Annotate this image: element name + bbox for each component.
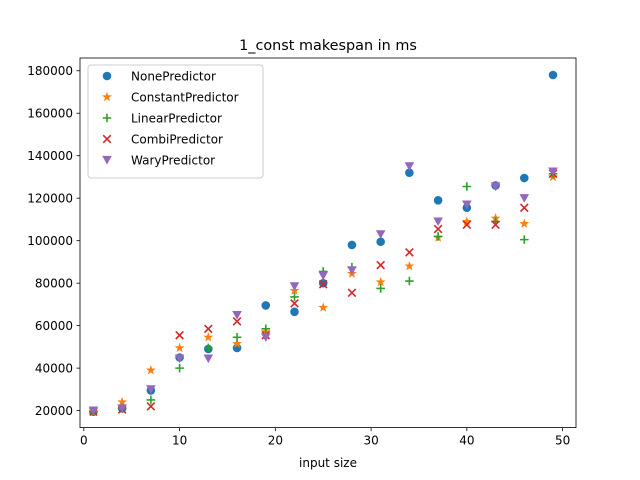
data-point — [146, 385, 156, 394]
data-point — [404, 260, 415, 271]
data-point — [376, 284, 385, 293]
data-point — [261, 301, 271, 310]
y-tick-label: 180000 — [27, 64, 73, 78]
data-point — [376, 260, 386, 270]
legend-marker — [102, 113, 112, 123]
data-point — [175, 363, 184, 373]
data-point — [232, 333, 242, 342]
data-point — [405, 276, 414, 286]
data-point — [289, 282, 300, 291]
data-point — [204, 343, 213, 353]
data-point — [232, 338, 242, 348]
x-tick-label: 50 — [555, 434, 570, 448]
data-point — [232, 310, 242, 320]
data-point — [318, 302, 329, 312]
y-tick-label: 140000 — [27, 149, 73, 163]
x-tick-label: 40 — [459, 434, 474, 448]
x-tick-label: 30 — [363, 434, 378, 448]
x-tick-label: 0 — [80, 434, 88, 448]
legend-label: ConstantPredictor — [131, 90, 239, 104]
data-point — [347, 266, 357, 275]
data-point — [260, 333, 271, 342]
data-point — [461, 216, 472, 226]
data-point — [232, 317, 242, 326]
data-point — [290, 307, 299, 317]
data-point — [519, 218, 530, 228]
y-tick-label: 160000 — [27, 107, 73, 121]
data-point — [117, 396, 128, 407]
series-ConstantPredictor — [88, 171, 558, 416]
legend-marker — [102, 134, 112, 144]
y-tick-label: 20000 — [35, 404, 73, 418]
data-point — [175, 330, 184, 340]
data-point — [203, 332, 214, 342]
data-point — [375, 230, 386, 239]
data-point — [146, 395, 156, 405]
series-WaryPredictor — [88, 162, 558, 416]
data-point — [519, 194, 530, 203]
legend-box — [87, 64, 264, 179]
data-point — [290, 292, 299, 302]
data-point — [318, 279, 328, 289]
legend-label: NonePredictor — [131, 69, 216, 83]
y-tick-label: 60000 — [35, 319, 73, 333]
plot-frame — [79, 57, 577, 429]
data-point — [203, 354, 214, 364]
data-point — [519, 173, 529, 183]
data-point — [290, 298, 299, 308]
data-point — [462, 200, 472, 210]
data-point — [433, 224, 443, 234]
chart-title: 1_const makespan in ms — [239, 38, 417, 54]
data-point — [174, 342, 185, 353]
legend-marker — [102, 91, 112, 102]
legend-label: LinearPredictor — [131, 111, 222, 125]
data-point — [261, 324, 271, 334]
data-point — [174, 354, 185, 364]
data-point — [404, 162, 415, 171]
data-point — [405, 168, 414, 178]
x-axis: 0 10 20 30 40 50 — [80, 427, 570, 448]
data-point — [405, 247, 414, 257]
y-tick-label: 40000 — [35, 361, 73, 375]
x-axis-label: input size — [299, 456, 357, 470]
y-axis: 20000 40000 60000 80000 100000 120000 140000 16… — [27, 64, 80, 418]
data-point — [519, 235, 529, 244]
legend-label: WaryPredictor — [131, 153, 215, 167]
data-point — [203, 324, 213, 334]
data-point — [146, 401, 156, 411]
data-point — [376, 237, 385, 247]
plot-marks — [88, 70, 558, 417]
data-point — [88, 406, 99, 416]
data-point — [318, 271, 329, 281]
data-point — [347, 288, 357, 298]
legend-marker — [102, 71, 112, 81]
data-point — [462, 182, 472, 191]
data-point — [462, 220, 472, 230]
series-CombiPredictor — [89, 169, 558, 417]
x-tick-label: 20 — [268, 434, 283, 448]
series-LinearPredictor — [89, 169, 558, 416]
data-point — [375, 276, 386, 287]
y-tick-label: 100000 — [27, 234, 73, 248]
data-point — [145, 365, 156, 375]
data-point — [491, 220, 500, 230]
data-point — [490, 182, 501, 192]
legend: NonePredictor ConstantPredictor LinearPred… — [87, 64, 264, 179]
legend-marker — [102, 155, 112, 165]
y-tick-label: 120000 — [27, 191, 73, 205]
data-point — [433, 196, 443, 205]
legend-label: CombiPredictor — [131, 132, 223, 146]
x-tick-label: 10 — [172, 434, 187, 448]
data-point — [117, 404, 127, 414]
data-point — [433, 217, 443, 227]
y-tick-label: 80000 — [35, 276, 73, 290]
data-point — [548, 70, 558, 80]
data-point — [548, 167, 558, 177]
data-point — [519, 203, 529, 213]
data-point — [347, 240, 357, 250]
data-point — [433, 232, 443, 241]
